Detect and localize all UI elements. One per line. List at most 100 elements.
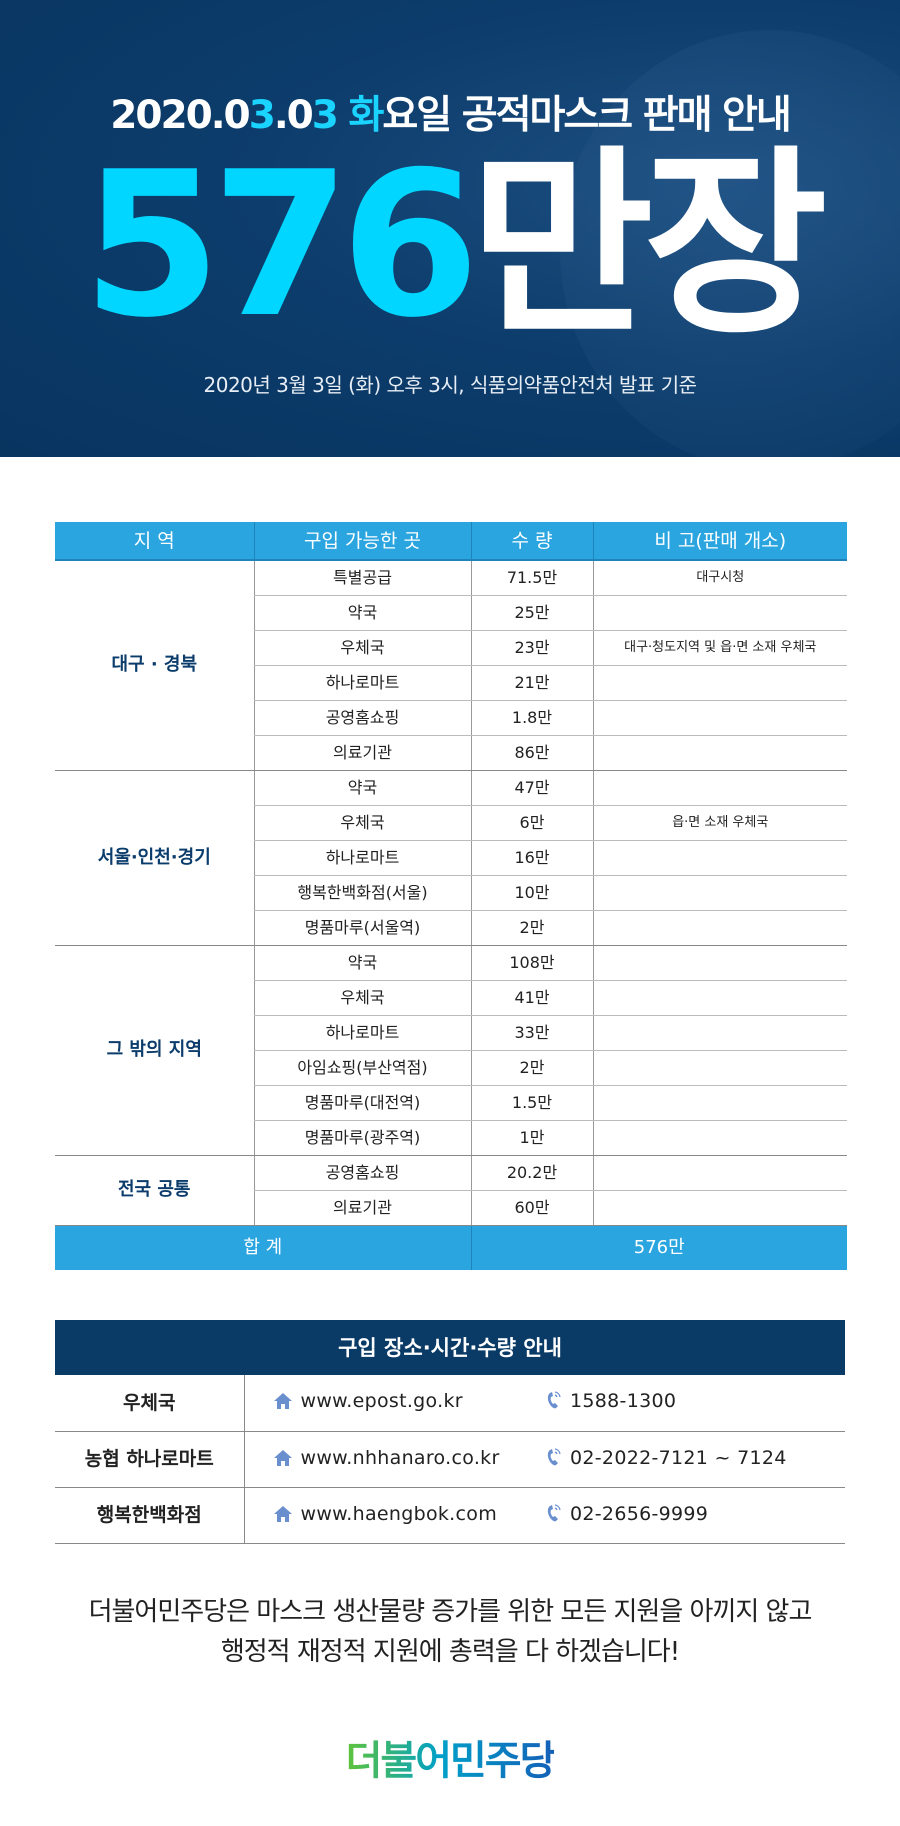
table-row: 하나로마트 21만 [55,665,847,701]
place-cell: 명품마루(서울역) [253,910,471,946]
total-number: 576 [82,129,479,362]
place-cell: 약국 [253,770,471,806]
website-link[interactable]: www.haengbok.com [300,1502,497,1525]
quantity-cell: 1.8만 [470,700,593,736]
table-row: 의료기관 60만 [55,1190,847,1226]
note-cell [592,770,847,806]
place-cell: 약국 [253,945,471,981]
total-label: 합 계 [55,1225,471,1270]
quantity-cell: 1만 [470,1120,593,1156]
table-row: 아임쇼핑(부산역점) 2만 [55,1050,847,1086]
table-row: 명품마루(광주역) 1만 [55,1120,847,1156]
quantity-cell: 108만 [470,945,593,981]
quantity-cell: 33만 [470,1015,593,1051]
region-cell: 대구 · 경북 [55,560,254,771]
website-link[interactable]: www.nhhanaro.co.kr [300,1446,500,1469]
title-part: 2020.0 [110,93,250,138]
note-cell [592,1120,847,1156]
home-icon [273,1392,293,1416]
note-cell: 대구시청 [592,560,847,596]
column-header: 수 량 [470,522,593,561]
quantity-cell: 41만 [470,980,593,1016]
website-cell: www.nhhanaro.co.kr [244,1431,544,1488]
region-cell: 서울·인천·경기 [55,770,254,946]
title-part: .0 [273,93,314,138]
table-row: 전국 공통 공영홈쇼핑 20.2만 [55,1155,847,1226]
contact-table: 구입 장소·시간·수량 안내 우체국 www.epost.go.kr 1588-13… [55,1320,845,1544]
note-cell [592,1085,847,1121]
website-cell: www.epost.go.kr [244,1375,544,1432]
logo-text: 더불어민주당 [345,1737,557,1784]
note-cell: 대구·청도지역 및 읍·면 소재 우체국 [592,630,847,666]
home-icon [273,1505,293,1529]
closing-message: 더불어민주당은 마스크 생산물량 증가를 위한 모든 지원을 아끼지 않고 행정… [0,1592,900,1672]
message-line-2: 행정적 재정적 지원에 총력을 다 하겠습니다! [220,1636,680,1667]
phone-number: 02-2656-9999 [570,1502,709,1525]
quantity-cell: 21만 [470,665,593,701]
place-cell: 우체국 [253,980,471,1016]
home-icon [273,1449,293,1473]
place-cell: 의료기관 [253,735,471,771]
place-cell: 행복한백화점(서울) [253,875,471,911]
message-line-1: 더불어민주당은 마스크 생산물량 증가를 위한 모든 지원을 아끼지 않고 [88,1596,813,1627]
note-cell [592,665,847,701]
contact-row: 농협 하나로마트 www.nhhanaro.co.kr 02-2022-7121 ~… [55,1431,845,1488]
note-cell [592,700,847,736]
contact-row: 행복한백화점 www.haengbok.com 02-2656-9999 [55,1487,845,1544]
party-logo: 더불어민주당 [0,1736,900,1826]
banner-subtitle: 2020년 3월 3일 (화) 오후 3시, 식품의약품안전처 발표 기준 [203,373,698,397]
quantity-cell: 71.5만 [470,560,593,596]
total-value: 576만 [470,1225,847,1270]
quantity-cell: 2만 [470,1050,593,1086]
place-cell: 공영홈쇼핑 [253,700,471,736]
note-cell [592,840,847,876]
table-row: 명품마루(서울역) 2만 [55,910,847,946]
note-cell [592,910,847,946]
column-header: 구입 가능한 곳 [253,522,471,561]
note-cell [592,1190,847,1226]
table-row: 약국 25만 [55,595,847,631]
quantity-cell: 25만 [470,595,593,631]
note-cell [592,1050,847,1086]
place-cell: 하나로마트 [253,1015,471,1051]
phone-icon [544,1503,562,1529]
note-cell [592,1155,847,1191]
column-header: 비 고(판매 개소) [592,522,847,561]
store-name: 우체국 [55,1375,245,1432]
store-name: 행복한백화점 [55,1487,245,1544]
phone-cell: 02-2656-9999 [544,1487,845,1544]
quantity-cell: 47만 [470,770,593,806]
total-headline: 576만장 [82,146,828,346]
total-unit: 만장 [469,129,828,362]
table-row: 우체국 23만 대구·청도지역 및 읍·면 소재 우체국 [55,630,847,666]
title-part: 3 [311,93,339,138]
website-cell: www.haengbok.com [244,1487,544,1544]
phone-cell: 1588-1300 [544,1375,845,1432]
phone-icon [544,1447,562,1473]
phone-icon [544,1390,562,1416]
title-part: 요일 공적마스크 판매 안내 [382,93,791,138]
place-cell: 명품마루(대전역) [253,1085,471,1121]
phone-number: 1588-1300 [570,1390,677,1413]
total-row: 합 계 576만 [55,1225,847,1270]
table-row: 우체국 6만 읍·면 소재 우체국 [55,805,847,841]
table-row: 의료기관 86만 [55,735,847,771]
quantity-cell: 23만 [470,630,593,666]
quantity-cell: 60만 [470,1190,593,1226]
table-row: 명품마루(대전역) 1.5만 [55,1085,847,1121]
place-cell: 특별공급 [253,560,471,596]
quantity-cell: 1.5만 [470,1085,593,1121]
quantity-cell: 86만 [470,735,593,771]
place-cell: 명품마루(광주역) [253,1120,471,1156]
table-row: 그 밖의 지역 약국 108만 [55,945,847,1156]
note-cell [592,945,847,981]
place-cell: 아임쇼핑(부산역점) [253,1050,471,1086]
website-link[interactable]: www.epost.go.kr [300,1390,463,1413]
quantity-cell: 20.2만 [470,1155,593,1191]
place-cell: 약국 [253,595,471,631]
region-cell: 그 밖의 지역 [55,945,254,1156]
note-cell [592,595,847,631]
table-row: 대구 · 경북 특별공급 71.5만 대구시청 [55,560,847,771]
title-part: 3 [248,93,276,138]
